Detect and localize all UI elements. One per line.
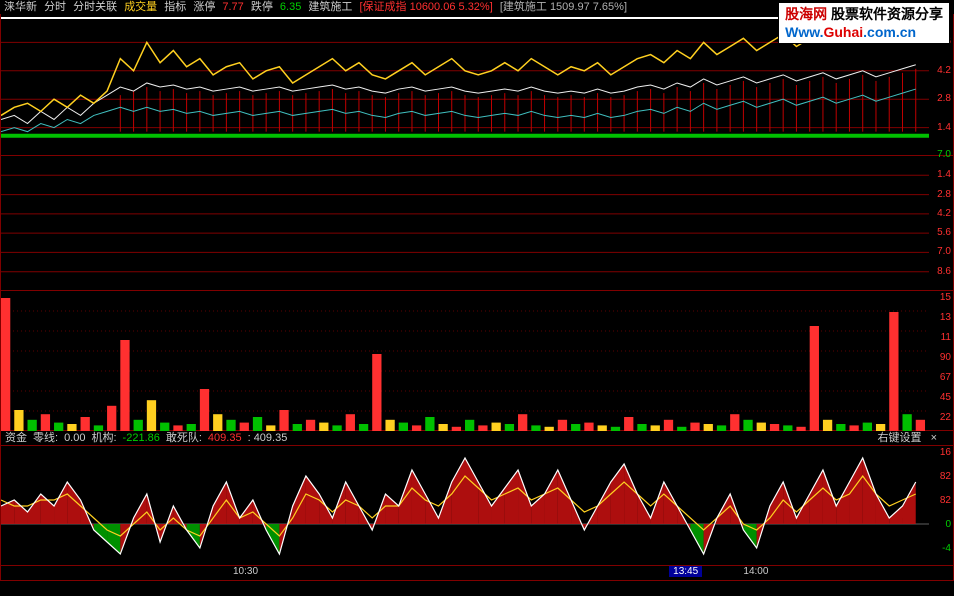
sector2-value: [建筑施工 1509.97 7.65%] xyxy=(500,1,627,13)
y-tick: 0 xyxy=(945,520,951,530)
info-label: -221.86 xyxy=(123,432,160,444)
y-tick: 2.8 xyxy=(937,190,951,200)
time-tick: 13:45 xyxy=(669,566,702,577)
limit-up-label: 涨停 xyxy=(193,1,215,13)
y-tick: 13 xyxy=(940,313,951,323)
volume-panel: 15 13 11 90 67 45 22 xyxy=(0,291,954,431)
tab-related[interactable]: 分时关联 xyxy=(73,1,117,13)
y-tick: 4.2 xyxy=(937,209,951,219)
y-tick: 16 xyxy=(940,448,951,458)
watermark-url-2: Guhai xyxy=(823,24,863,40)
close-icon[interactable]: × xyxy=(931,432,937,444)
stock-name: 涞华新 xyxy=(4,1,37,13)
watermark-site: 股海网 xyxy=(785,6,827,22)
limit-down-value: 6.35 xyxy=(280,1,301,13)
y-tick: 82 xyxy=(940,496,951,506)
watermark-slogan: 股票软件资源分享 xyxy=(831,6,943,22)
money-flow-panel: 16 82 82 0 -4 xyxy=(0,446,954,566)
y-tick: 22 xyxy=(940,413,951,423)
time-axis: 10:30 13:45 14:00 xyxy=(0,566,954,581)
sector1-value: [保证成指 10600.06 5.32%] xyxy=(359,1,492,13)
y-tick: 8.6 xyxy=(937,267,951,277)
info-label: 敢死队: xyxy=(166,432,202,444)
info-label: 机构: xyxy=(91,432,116,444)
watermark: 股海网 股票软件资源分享 Www.Guhai.com.cn xyxy=(778,2,950,44)
y-tick: 7.0 xyxy=(937,150,951,160)
y-tick: 15 xyxy=(940,293,951,303)
info-label: 资金 xyxy=(5,432,27,444)
info-label: 零线: xyxy=(33,432,58,444)
y-tick: 5.6 xyxy=(937,228,951,238)
y-tick: 7.0 xyxy=(937,247,951,257)
info-label: 0.00 xyxy=(64,432,85,444)
y-tick: 90 xyxy=(940,353,951,363)
y-tick: 2.8 xyxy=(937,94,951,104)
watermark-url-1: Www. xyxy=(785,24,823,40)
y-tick: 45 xyxy=(940,393,951,403)
sector1-label: 建筑施工 xyxy=(308,1,352,13)
y-tick: 67 xyxy=(940,373,951,383)
y-tick: 11 xyxy=(941,333,951,343)
y-tick: 1.4 xyxy=(937,170,951,180)
tab-volume[interactable]: 成交量 xyxy=(124,1,157,13)
blank-panel: 7.01.42.84.25.67.08.6 xyxy=(0,156,954,291)
y-tick: -4 xyxy=(942,544,951,554)
limit-down-label: 跌停 xyxy=(251,1,273,13)
tab-indicator[interactable]: 指标 xyxy=(164,1,186,13)
info-label: 409.35 xyxy=(208,432,242,444)
watermark-url-3: .com.cn xyxy=(863,24,916,40)
y-tick: 4.2 xyxy=(937,66,951,76)
settings-label[interactable]: 右键设置 × xyxy=(878,431,944,446)
indicator-info-bar: 资金零线: 0.00 机构: -221.86 敢死队: 409.35 : 409.35 右键… xyxy=(0,431,954,446)
y-tick: 1.4 xyxy=(937,123,951,133)
time-tick: 10:30 xyxy=(233,566,258,577)
time-tick: 14:00 xyxy=(743,566,768,577)
info-label: : 409.35 xyxy=(248,432,288,444)
y-tick: 82 xyxy=(940,472,951,482)
limit-up-value: 7.77 xyxy=(222,1,243,13)
tab-intraday[interactable]: 分时 xyxy=(44,1,66,13)
